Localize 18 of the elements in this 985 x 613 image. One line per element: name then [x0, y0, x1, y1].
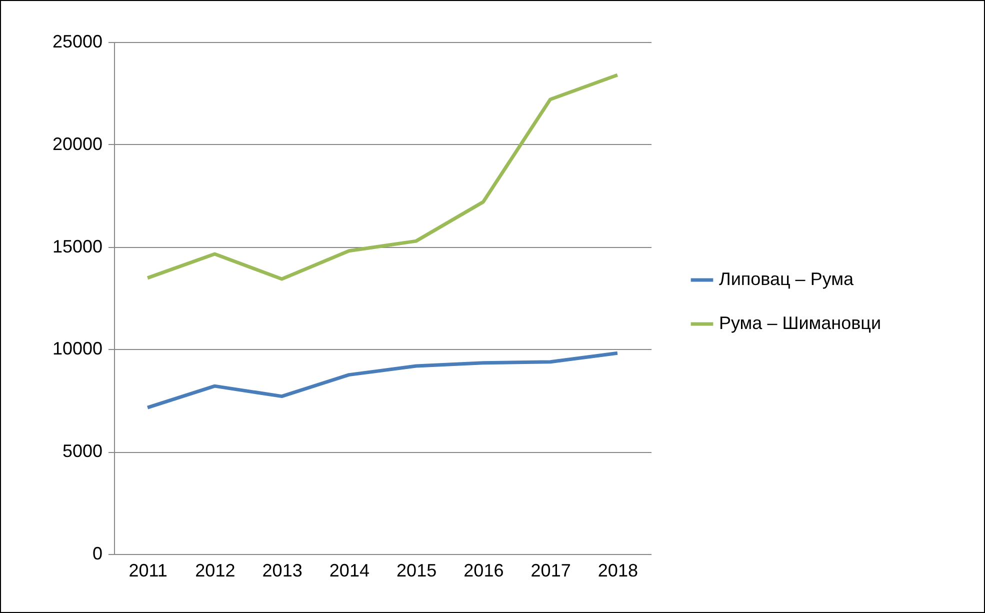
y-tick-label: 15000	[52, 236, 102, 256]
y-tick-label: 5000	[62, 441, 102, 462]
x-tick-label: 2011	[128, 560, 168, 580]
y-tick-label: 0	[92, 544, 102, 564]
y-tick-label: 20000	[52, 134, 102, 154]
line-series	[146, 73, 620, 281]
x-tick-label: 2016	[464, 560, 504, 580]
y-tick-label: 10000	[52, 338, 102, 359]
x-tick-label: 2018	[598, 560, 638, 580]
x-tick-label: 2012	[195, 560, 236, 580]
x-tick-label: 2014	[329, 560, 370, 580]
x-tick-label: 2013	[262, 560, 302, 580]
x-tick-label: 2015	[396, 560, 437, 580]
x-tick-label: 2017	[530, 560, 571, 580]
legend-label: Рума – Шимановци	[719, 313, 882, 333]
y-tick-label: 25000	[52, 32, 102, 52]
legend-label: Липовац – Рума	[719, 269, 854, 289]
line-series	[146, 351, 620, 410]
